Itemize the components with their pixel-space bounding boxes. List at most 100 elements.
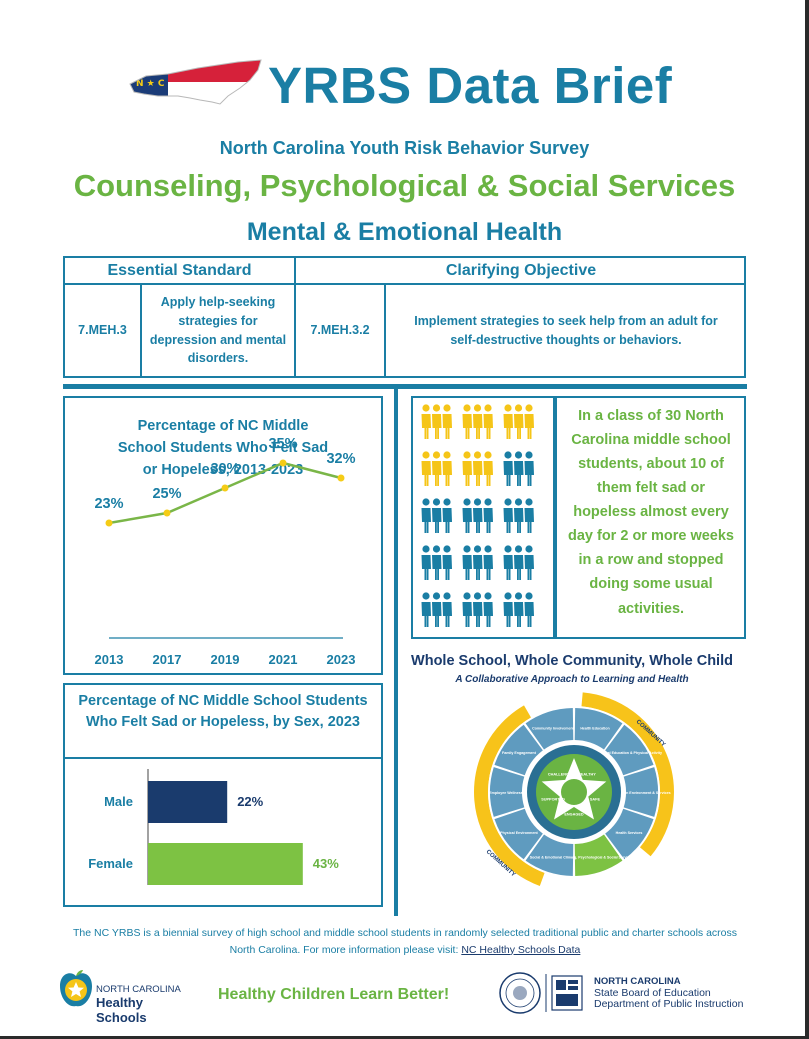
wscc-section-segment [490,767,525,817]
trend-point-2019 [221,484,229,492]
students-trio-icon [462,404,493,439]
footer-note: The NC YRBS is a biennial survey of high… [60,925,750,959]
wscc-section-segment [525,708,574,750]
trend-point-2021 [279,459,287,467]
students-trio-icon [462,592,493,627]
wscc-subtitle: A Collaborative Approach to Learning and… [455,674,689,685]
fact-text: In a class of 30 North Carolina middle s… [567,408,734,617]
bar-category-label: Female [88,856,133,871]
apple-star-icon [60,970,92,1007]
trend-value-label: 32% [326,451,355,467]
wscc-section-segment [525,834,574,876]
students-trio-icon [503,451,534,486]
wscc-section-label: Physical Environment [500,831,538,835]
wscc-section-label: Social & Emotional Climate [530,856,577,860]
essential-standard-header: Essential Standard [65,258,296,285]
wscc-title: Whole School, Whole Community, Whole Chi… [411,653,733,669]
students-trio-icon [462,498,493,533]
wscc-section-label: Employee Wellness [489,791,523,795]
wscc-section-label: Health Services [616,831,643,835]
essential-standard-code: 7.MEH.3 [65,285,142,376]
sboe-line-2: State Board of Education [594,987,711,999]
sex-chart-title-divider [65,757,381,759]
bar-female [148,843,303,885]
wscc-section-segment [574,708,623,750]
trend-value-label: 30% [210,461,239,477]
trend-year-tick: 2017 [153,652,182,667]
nc-flag-map-icon: N ★ C [129,59,262,105]
section-divider [63,384,747,389]
students-trio-icon [421,545,452,580]
wscc-center-label: SUPPORTED [541,797,565,801]
wscc-section-segment [574,834,623,876]
sboe-line-1: NORTH CAROLINA [594,976,681,987]
bar-value-label: 43% [313,856,339,871]
students-trio-icon [462,545,493,580]
fact-box: In a class of 30 North Carolina middle s… [555,396,746,639]
wscc-section-segment [605,724,654,776]
students-icon-grid [421,404,534,627]
trend-line-chart: 23% 2013 25% 2017 30% 2019 35% 2021 32% 2023 [94,436,356,667]
trend-point-2023 [337,474,345,482]
state-board-logo: NORTH CAROLINA State Board of Education … [498,970,758,1016]
essential-standard-text: Apply help-seeking strategies for depres… [142,285,296,376]
trend-point-2013 [105,519,113,527]
trend-point-2017 [163,509,171,517]
trend-chart-panel: Percentage of NC Middle School Students … [63,396,383,675]
logo-line-1: NORTH CAROLINA [96,984,181,995]
clarifying-objective-header: Clarifying Objective [296,258,746,285]
students-trio-icon [421,592,452,627]
sex-chart-panel: Percentage of NC Middle School Students … [63,683,383,907]
students-trio-icon [503,498,534,533]
wscc-child-icon [561,779,587,805]
topic-heading: Counseling, Psychological & Social Servi… [73,168,736,203]
students-trio-icon [421,404,452,439]
wscc-section-label: Family Engagement [502,751,537,755]
survey-subtitle: North Carolina Youth Risk Behavior Surve… [219,138,590,158]
nc-healthy-schools-logo: NORTH CAROLINA Healthy Schools [56,968,196,1025]
trend-year-tick: 2019 [211,652,240,667]
clarifying-objective-text: Implement strategies to seek help from a… [414,313,718,347]
trend-value-label: 35% [268,436,297,452]
trend-chart-title: Percentage of NC Middle School Students … [117,418,329,478]
healthy-schools-data-link[interactable]: NC Healthy Schools Data [461,943,581,956]
header: N ★ C YRBS Data Brief [0,56,809,122]
trend-value-label: 23% [94,496,123,512]
wscc-section-segment [605,808,654,860]
wscc-section-label: Counseling, Psychological & Social Servi… [557,856,634,860]
wscc-section-segment [494,724,543,776]
students-trio-icon [421,498,452,533]
students-trio-icon [503,592,534,627]
wscc-section-segment [623,767,658,817]
standards-table: Essential Standard Clarifying Objective … [63,256,746,378]
wscc-section-label: Nutrition Environment & Services [613,791,670,795]
wscc-section-label: Health Education [580,726,609,730]
bar-male [148,781,228,823]
column-divider [394,389,398,916]
tagline: Healthy Children Learn Better! [218,986,450,1003]
students-trio-icon [421,451,452,486]
footer-text: The NC YRBS is a biennial survey of high… [73,927,737,956]
trend-year-tick: 2023 [327,652,356,667]
wscc-center-label: ENGAGED [564,813,583,817]
svg-text:N ★ C: N ★ C [136,79,165,89]
sex-chart-title: Percentage of NC Middle School Students … [78,693,368,731]
bar-category-label: Male [104,794,133,809]
community-band-bottom [474,705,545,886]
trend-year-tick: 2021 [269,652,298,667]
page-title: YRBS Data Brief [268,57,673,114]
bar-value-label: 22% [237,794,263,809]
subtopic-heading: Mental & Emotional Health [246,218,563,246]
wscc-model-graphic: Health Education Physical Education & Phy… [474,692,674,886]
clarifying-objective-code: 7.MEH.3.2 [296,285,386,376]
community-band-top [581,692,674,857]
trend-year-tick: 2013 [95,652,124,667]
students-trio-icon [503,545,534,580]
sex-bar-chart: Male 22% Female 43% [88,769,339,885]
logo-line-2: Healthy Schools [96,995,147,1025]
wscc-section-segment [494,808,543,860]
student-icon-grid [411,396,555,639]
wscc-section-label: Physical Education & Physical Activity [596,751,662,755]
sboe-line-3: Department of Public Instruction [594,998,744,1010]
